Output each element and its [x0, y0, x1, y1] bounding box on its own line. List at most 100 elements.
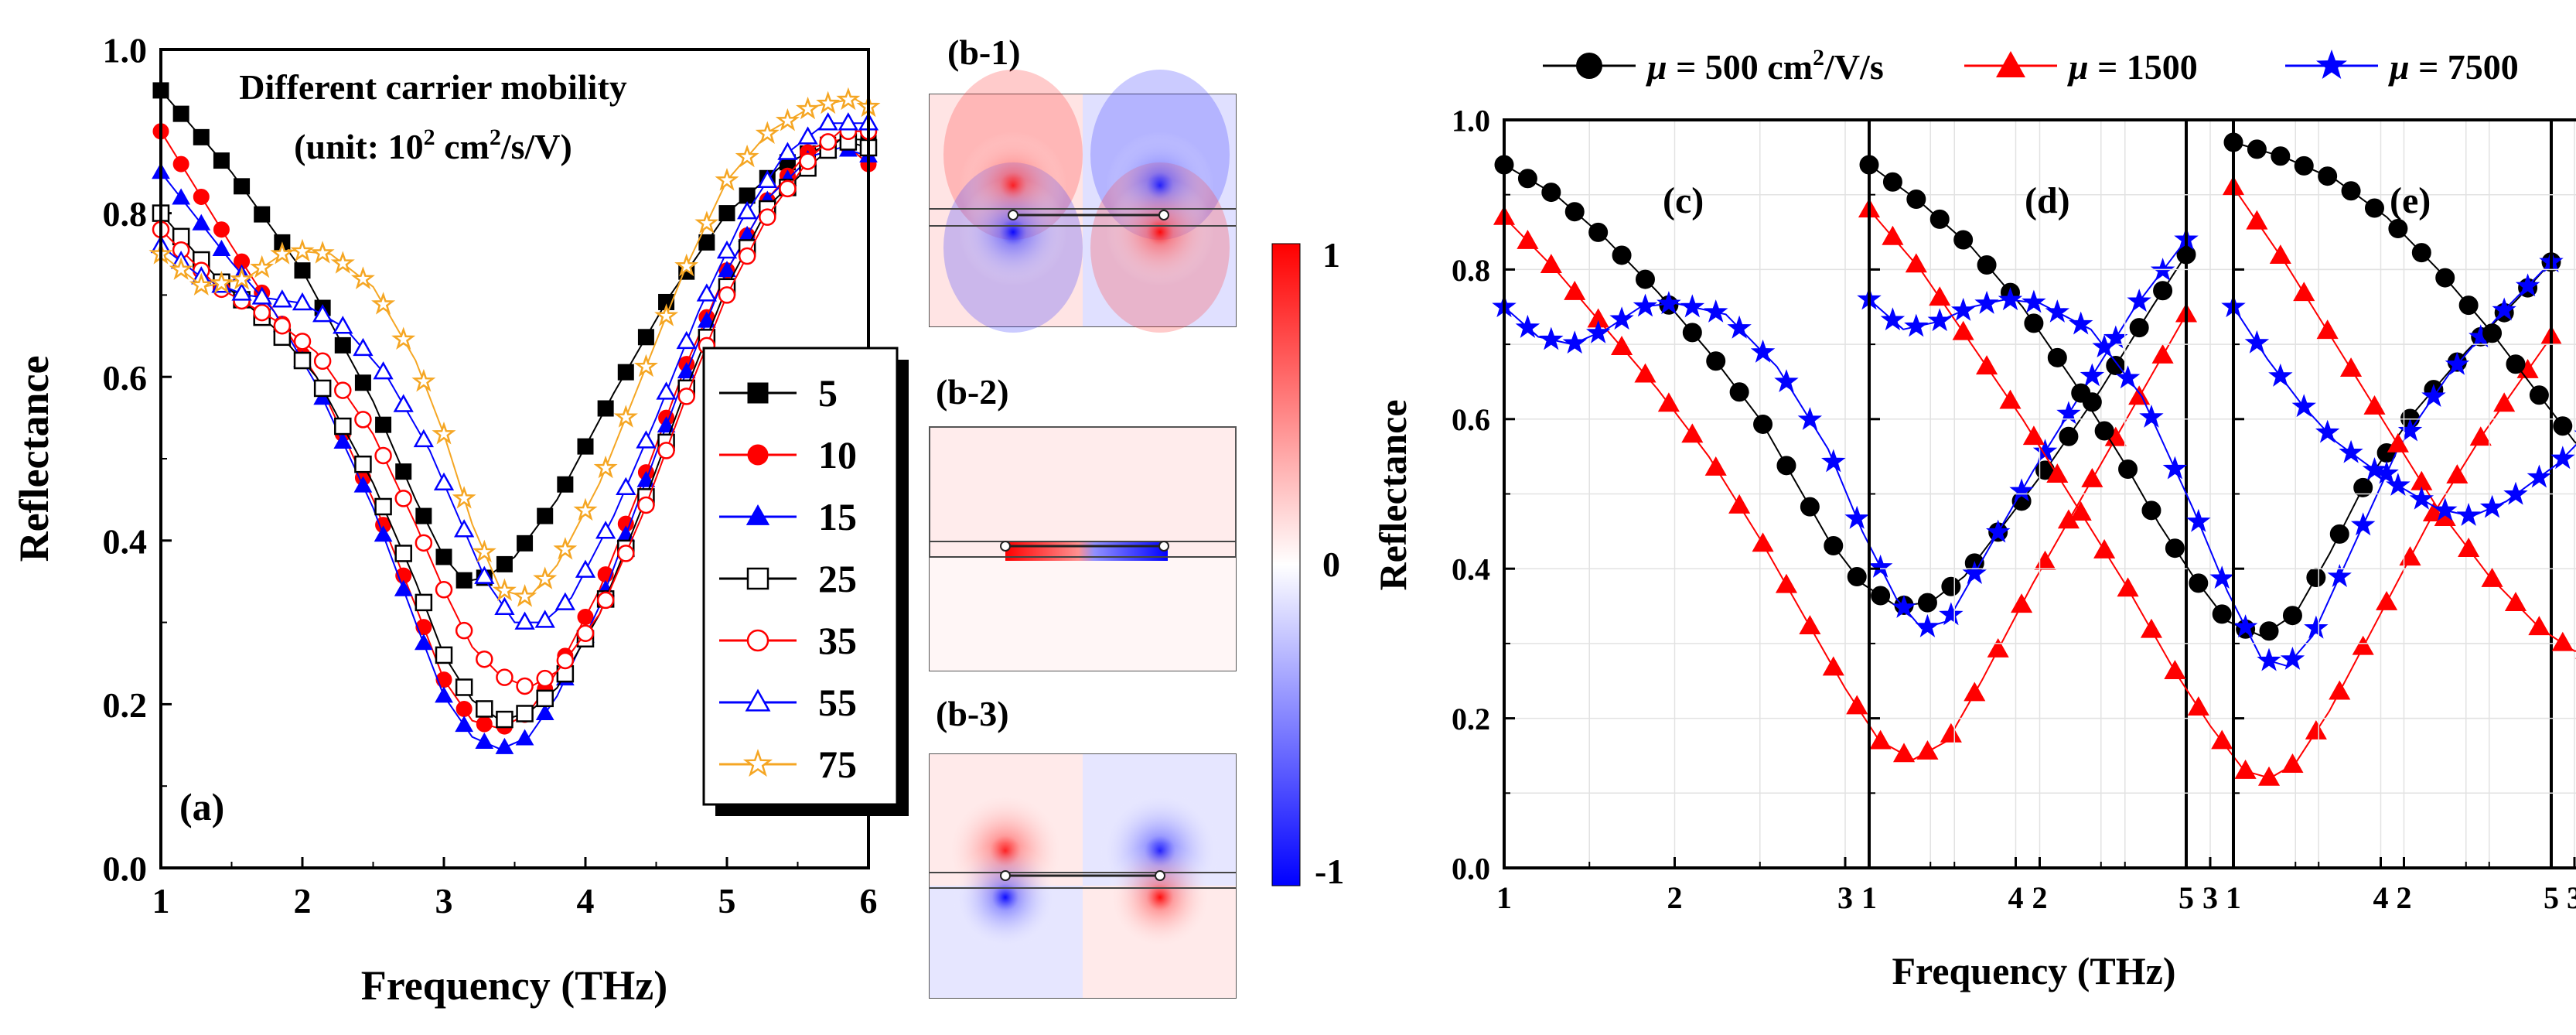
panel-c-series [1492, 155, 2199, 763]
data-point-1500 [1752, 532, 1774, 552]
data-point-500 [1706, 351, 1726, 371]
data-point-7500 [2291, 394, 2316, 418]
data-point-1500 [1964, 681, 1986, 702]
data-point-1500 [2281, 753, 2304, 773]
data-point-7500 [1609, 306, 1634, 330]
x-tick-label: 5 [2544, 880, 2559, 915]
data-point-1500 [1822, 656, 1844, 676]
data-point-25 [536, 689, 554, 708]
data-point-7500 [2139, 404, 2164, 428]
data-point-500 [1729, 382, 1749, 402]
data-point-7500 [1915, 613, 1940, 637]
data-point-5 [172, 105, 189, 122]
data-point-15 [535, 703, 554, 720]
data-point-500 [1800, 497, 1820, 517]
data-point-500 [2059, 426, 2079, 446]
data-point-1500 [1952, 320, 1974, 340]
data-point-500 [2329, 524, 2349, 544]
data-point-75 [209, 271, 234, 294]
colorbar-min-label: -1 [1315, 852, 1344, 891]
data-point-7500 [1880, 307, 1906, 331]
data-point-7500 [1950, 297, 1976, 321]
data-point-25 [496, 710, 513, 729]
data-point-35 [293, 333, 312, 350]
data-point-7500 [2456, 502, 2481, 526]
colorbar [1271, 243, 1301, 886]
panel-a-xlabel: Frequency (THz) [361, 962, 667, 1009]
data-point-500 [2259, 621, 2279, 641]
data-point-1500 [1929, 286, 1951, 306]
data-point-500 [1753, 414, 1773, 434]
data-point-55 [838, 112, 858, 131]
data-point-7500 [2339, 439, 2363, 463]
data-point-1500 [2399, 546, 2421, 566]
data-point-15 [353, 476, 373, 493]
data-point-75 [290, 238, 315, 262]
data-point-15 [172, 188, 190, 205]
field-map-label-b1: (b-1) [947, 32, 1021, 72]
data-point-10 [455, 700, 473, 717]
legend-label-15: 15 [818, 495, 857, 538]
data-point-7500 [1562, 330, 1587, 354]
data-point-7500 [2257, 647, 2281, 671]
data-point-10 [415, 619, 432, 636]
y-tick-label: 0.0 [1452, 851, 1490, 886]
data-point-1500 [1976, 355, 1998, 375]
data-point-1500 [2164, 660, 2186, 680]
panel-a-legend-items: 5 10 15 25 35 55 75 [719, 371, 857, 786]
legend-label-10: 10 [818, 433, 857, 477]
x-tick-label: 2 [2032, 880, 2048, 915]
data-point-500 [1588, 222, 1609, 242]
data-point-15 [455, 716, 473, 733]
data-point-7500 [2127, 289, 2151, 313]
x-tick-label: 6 [860, 881, 878, 921]
data-point-1500 [2117, 577, 2139, 597]
data-point-55 [312, 304, 333, 323]
data-point-1500 [2305, 719, 2327, 740]
data-point-55 [656, 381, 677, 400]
data-point-7500 [2268, 363, 2293, 387]
data-point-7500 [1927, 308, 1952, 332]
data-point-1500 [2316, 319, 2339, 340]
data-point-35 [516, 677, 534, 695]
data-point-10 [577, 609, 594, 626]
data-point-35 [677, 388, 695, 405]
data-point-1500 [2481, 567, 2503, 587]
data-point-7500 [2233, 614, 2258, 638]
data-point-500 [1517, 169, 1537, 189]
data-point-1500 [2011, 593, 2033, 613]
data-point-55 [231, 282, 252, 301]
data-point-7500 [1962, 560, 1987, 584]
data-point-15 [515, 729, 534, 746]
data-point-7500 [2503, 481, 2528, 505]
data-point-1500 [2446, 464, 2469, 484]
data-point-1500 [2363, 395, 2386, 415]
data-point-1500 [2151, 343, 2174, 364]
y-tick-label: 0.8 [1452, 253, 1490, 288]
data-point-75 [654, 303, 679, 326]
data-point-55 [595, 521, 616, 539]
data-point-1500 [2269, 244, 2291, 265]
data-point-25 [293, 351, 312, 370]
data-point-75 [775, 108, 800, 132]
data-point-7500 [2092, 334, 2117, 358]
data-point-7500 [2421, 384, 2446, 408]
data-point-25 [354, 455, 372, 473]
panel-a-legend [702, 347, 899, 806]
data-point-55 [757, 169, 778, 189]
panel-c-label: (c) [1663, 180, 1704, 221]
data-point-7500 [1998, 287, 2023, 311]
data-point-500 [1847, 567, 1867, 587]
data-point-75 [250, 254, 275, 278]
data-point-75 [553, 537, 578, 560]
y-tick-label: 0.8 [103, 194, 148, 234]
data-point-500 [2553, 416, 2573, 436]
data-point-1500 [2022, 425, 2045, 446]
data-point-35 [556, 651, 575, 670]
legend-label-35: 35 [818, 619, 857, 662]
data-point-7500 [1539, 326, 1564, 350]
data-point-1500 [2234, 759, 2257, 779]
data-point-75 [391, 326, 416, 350]
data-point-35 [536, 669, 554, 688]
data-point-10 [172, 155, 189, 172]
